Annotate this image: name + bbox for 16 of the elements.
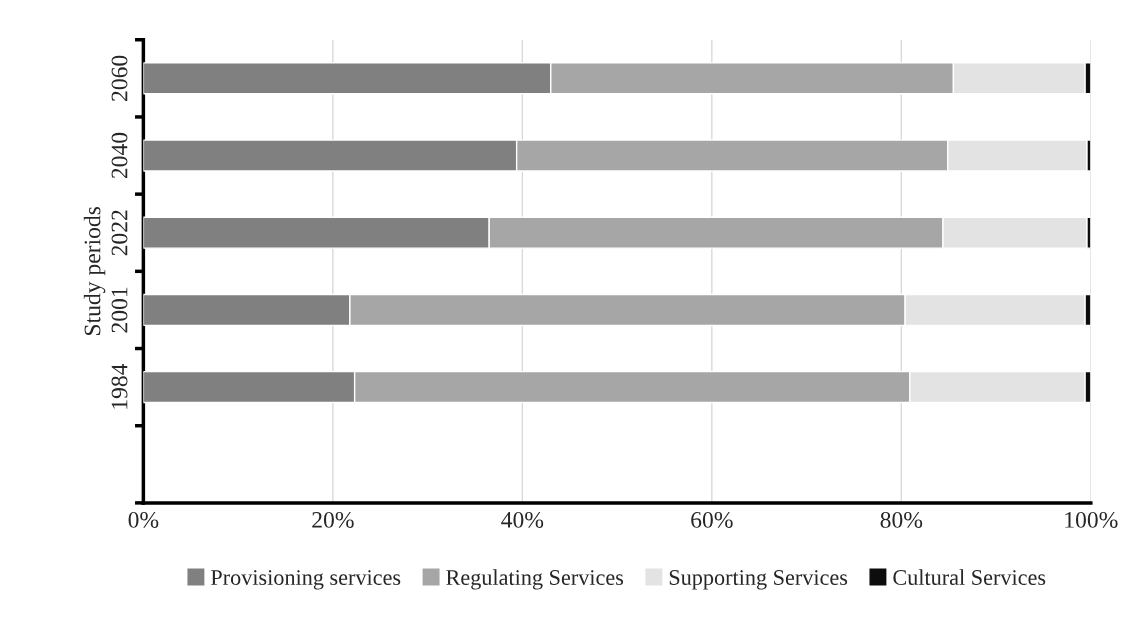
legend-label: Regulating Services: [446, 569, 624, 590]
legend-label: Provisioning services: [210, 570, 401, 590]
y-axis-title: Study periods: [83, 206, 106, 336]
x-tick-label: 60%: [691, 511, 733, 528]
x-tick-label: 100%: [1065, 511, 1118, 528]
y-tick-label: 2001: [111, 287, 128, 333]
y-tick-label: 1984: [111, 363, 128, 409]
y-tick-label: 2022: [111, 210, 128, 256]
x-tick-label: 20%: [312, 511, 354, 528]
y-tick-label: 2060: [111, 55, 128, 101]
y-tick-label: 2040: [111, 132, 128, 179]
x-tick-label: 0%: [128, 511, 159, 528]
x-tick-label: 80%: [880, 511, 923, 528]
legend-label: Supporting Services: [669, 570, 848, 590]
legend-label: Cultural Services: [893, 569, 1046, 585]
x-tick-label: 40%: [501, 511, 544, 528]
